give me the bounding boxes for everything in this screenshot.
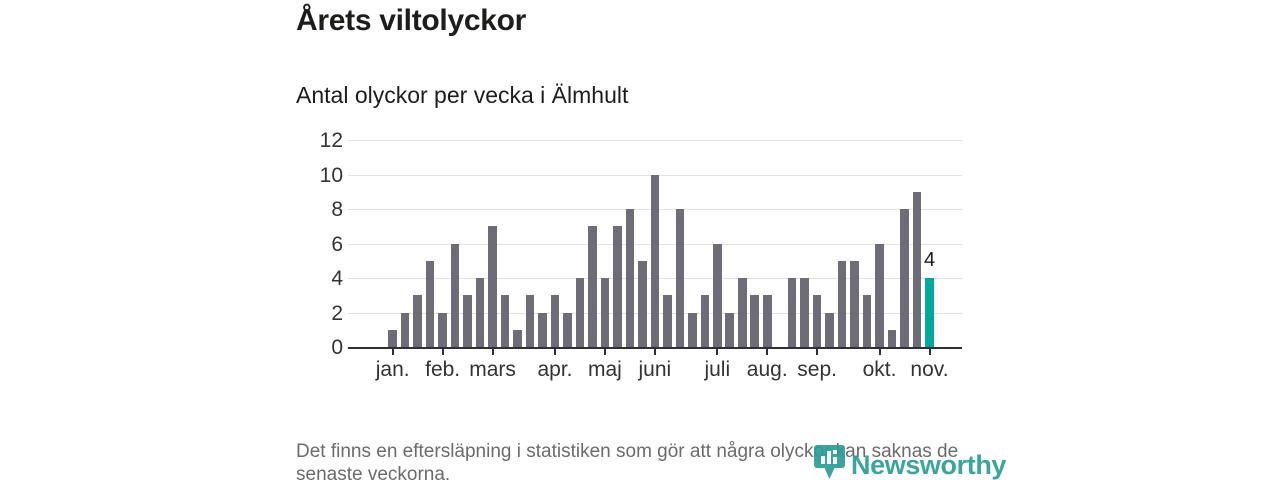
x-axis-month-label: mars	[469, 358, 516, 381]
bar-week	[875, 243, 884, 347]
bar-week	[837, 260, 847, 347]
bar-week	[613, 226, 622, 347]
bar-week	[688, 312, 697, 347]
newsworthy-logo: Newsworthy	[813, 444, 1006, 480]
x-axis-month-label: maj	[588, 358, 622, 381]
y-axis-tick-label: 0	[331, 336, 343, 359]
bar-week	[425, 260, 435, 347]
bar-week	[825, 312, 834, 347]
bar-week	[488, 226, 497, 347]
footnote: Det finns en eftersläpning i statistiken…	[296, 441, 959, 480]
x-axis-tick	[653, 349, 656, 355]
x-axis-tick	[878, 349, 881, 355]
bar-week	[850, 260, 859, 347]
bar-week	[588, 226, 597, 347]
x-axis-month-label: jan.	[375, 358, 410, 381]
newsworthy-logo-text: Newsworthy	[851, 449, 1007, 480]
x-axis-tick	[816, 349, 819, 355]
x-axis-line	[348, 347, 962, 349]
x-axis-month-label: okt.	[862, 358, 897, 381]
bar-week	[725, 312, 735, 347]
x-axis-tick	[491, 349, 494, 355]
bar-week	[750, 295, 760, 347]
bar-week-highlighted	[925, 278, 934, 347]
bar-week	[388, 329, 397, 347]
bar-week	[900, 209, 909, 347]
bar-week	[737, 278, 747, 347]
bar-week	[675, 209, 685, 347]
bar-week	[600, 278, 610, 347]
highlight-value-label: 4	[923, 249, 936, 271]
x-axis-month-label: juni	[638, 358, 672, 381]
x-axis-tick	[441, 349, 444, 355]
y-axis-tick-label: 2	[331, 302, 343, 325]
bar-week	[463, 295, 472, 347]
bar-week	[400, 312, 410, 347]
bar-week	[413, 295, 422, 347]
x-axis-tick	[766, 349, 769, 355]
bar-week	[525, 295, 535, 347]
bar-week	[812, 295, 822, 347]
bar-week	[663, 295, 672, 347]
x-axis-tick	[553, 349, 556, 355]
y-axis-tick-label: 6	[331, 233, 343, 256]
chart-subtitle: Antal olyckor per vecka i Älmhult	[296, 82, 629, 108]
bar-week	[800, 278, 809, 347]
bar-week	[712, 243, 722, 347]
bar-week	[475, 278, 485, 347]
bar-week	[625, 209, 635, 347]
x-axis-month-label: sep.	[797, 358, 837, 381]
x-axis-tick	[716, 349, 719, 355]
bar-week	[638, 260, 647, 347]
bar-week	[912, 191, 922, 347]
bar-week	[450, 243, 460, 347]
y-axis-tick-label: 8	[331, 198, 343, 221]
bar-week	[513, 329, 522, 347]
gridline-y-12	[348, 140, 962, 141]
x-axis-tick	[603, 349, 606, 355]
x-axis-month-label: nov.	[910, 358, 949, 381]
bar-week	[563, 312, 572, 347]
x-axis-tick	[391, 349, 394, 355]
bar-week	[762, 295, 772, 347]
bar-week	[575, 278, 585, 347]
y-axis-tick-label: 12	[319, 129, 343, 152]
newsworthy-flag-icon	[813, 444, 846, 480]
bar-week	[438, 312, 447, 347]
bar-week	[500, 295, 510, 347]
bar-week	[538, 312, 547, 347]
bar-week	[787, 278, 797, 347]
x-axis-month-label: apr.	[537, 358, 573, 381]
x-axis-month-label: feb.	[425, 358, 461, 381]
bar-week	[862, 295, 872, 347]
bar-week	[887, 329, 897, 347]
x-axis-tick	[928, 349, 931, 355]
y-axis-tick-label: 4	[331, 267, 343, 290]
y-axis-tick-label: 10	[319, 164, 343, 187]
bar-week	[650, 174, 660, 347]
x-axis-month-label: juli	[704, 358, 731, 381]
bar-week	[550, 295, 560, 347]
page-title: Årets viltolyckor	[296, 4, 526, 37]
x-axis-month-label: aug.	[746, 358, 788, 381]
bar-week	[700, 295, 710, 347]
